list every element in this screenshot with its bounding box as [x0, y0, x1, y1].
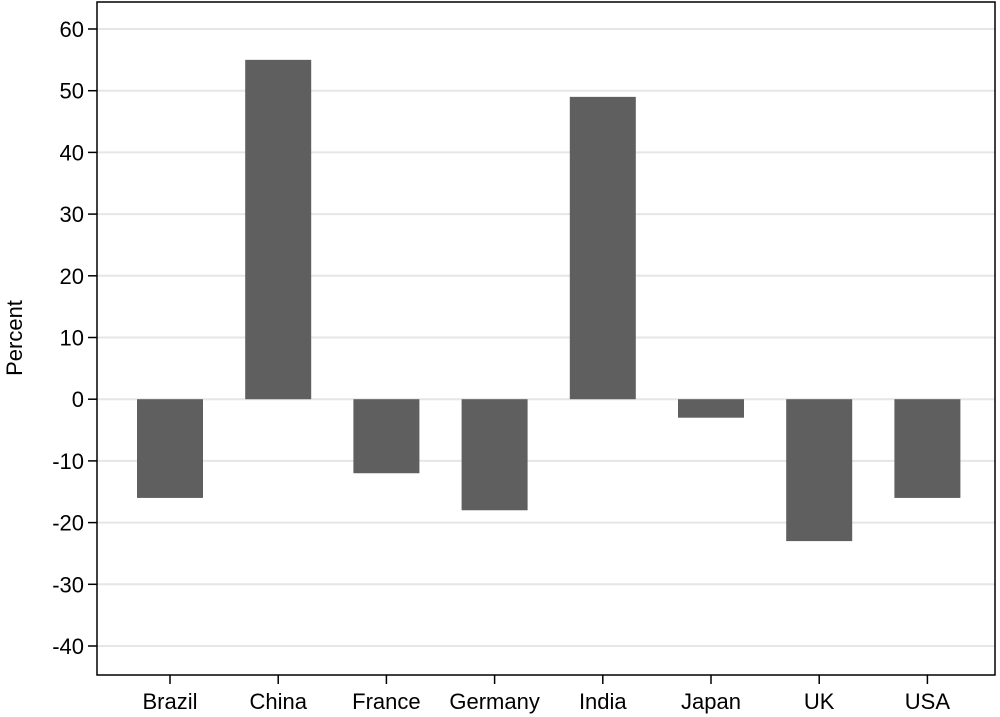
bar-japan [678, 399, 744, 418]
y-axis-ticks: 60 50 40 30 20 10 0 -10 -20 -30 -40 [52, 17, 97, 659]
bar-uk [786, 399, 853, 542]
y-tick-label: 20 [60, 264, 84, 289]
y-tick-label: 60 [60, 17, 84, 42]
bar-brazil [137, 399, 203, 498]
bar-china [245, 59, 312, 400]
bar-india [569, 96, 636, 400]
x-tick-label-germany: Germany [449, 689, 539, 714]
y-tick-label: -10 [52, 449, 84, 474]
y-tick-label: 40 [60, 140, 84, 165]
y-tick-label: -30 [52, 572, 84, 597]
y-tick-label: 30 [60, 202, 84, 227]
x-axis-ticks: Brazil China France Germany India Japan UK USA [142, 675, 950, 714]
y-tick-label: -40 [52, 634, 84, 659]
x-tick-label-uk: UK [804, 689, 835, 714]
gridlines [97, 28, 995, 647]
y-tick-label: -20 [52, 511, 84, 536]
bars [137, 59, 961, 542]
x-tick-label-france: France [352, 689, 420, 714]
y-tick-label: 10 [60, 326, 84, 351]
y-tick-label: 0 [72, 387, 84, 412]
y-axis-title: Percent [2, 300, 27, 376]
bar-germany [461, 399, 528, 511]
bar-usa [894, 399, 961, 498]
y-tick-label: 50 [60, 79, 84, 104]
x-tick-label-china: China [249, 689, 307, 714]
x-tick-label-usa: USA [905, 689, 951, 714]
plot-frame [96, 1, 996, 676]
x-tick-label-japan: Japan [681, 689, 741, 714]
x-tick-label-india: India [579, 689, 627, 714]
x-tick-label-brazil: Brazil [142, 689, 197, 714]
bar-france [353, 399, 420, 474]
